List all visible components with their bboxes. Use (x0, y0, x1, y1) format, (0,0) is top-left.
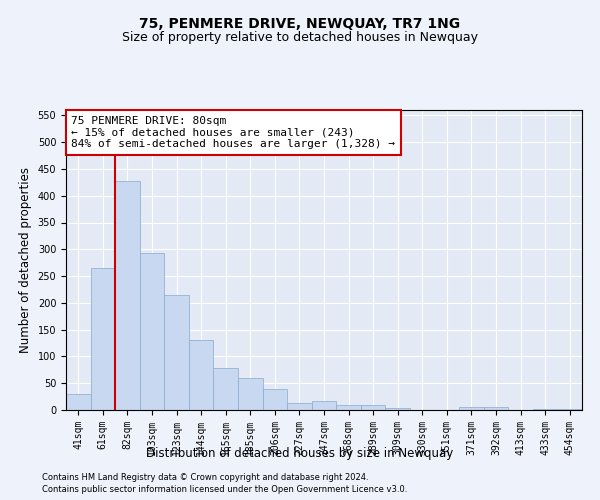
Bar (164, 295, 189, 410)
Bar (557, 409, 582, 410)
Text: 75, PENMERE DRIVE, NEWQUAY, TR7 1NG: 75, PENMERE DRIVE, NEWQUAY, TR7 1NG (139, 18, 461, 32)
Bar (263, 388, 287, 410)
Text: Distribution of detached houses by size in Newquay: Distribution of detached houses by size … (146, 448, 454, 460)
Y-axis label: Number of detached properties: Number of detached properties (19, 167, 32, 353)
Bar (140, 253, 164, 410)
Bar (533, 409, 557, 410)
Text: 75 PENMERE DRIVE: 80sqm
← 15% of detached houses are smaller (243)
84% of semi-d: 75 PENMERE DRIVE: 80sqm ← 15% of detache… (71, 116, 395, 149)
Bar (459, 408, 484, 410)
Bar (385, 408, 410, 410)
Bar (312, 402, 336, 410)
Bar (214, 368, 238, 410)
Text: Size of property relative to detached houses in Newquay: Size of property relative to detached ho… (122, 31, 478, 44)
Bar (484, 408, 508, 410)
Bar (66, 394, 91, 410)
Bar (189, 340, 214, 410)
Bar (91, 268, 115, 410)
Bar (287, 403, 312, 410)
Bar (115, 180, 140, 410)
Text: Contains public sector information licensed under the Open Government Licence v3: Contains public sector information licen… (42, 485, 407, 494)
Bar (336, 404, 361, 410)
Text: Contains HM Land Registry data © Crown copyright and database right 2024.: Contains HM Land Registry data © Crown c… (42, 472, 368, 482)
Bar (238, 378, 263, 410)
Bar (361, 405, 385, 410)
